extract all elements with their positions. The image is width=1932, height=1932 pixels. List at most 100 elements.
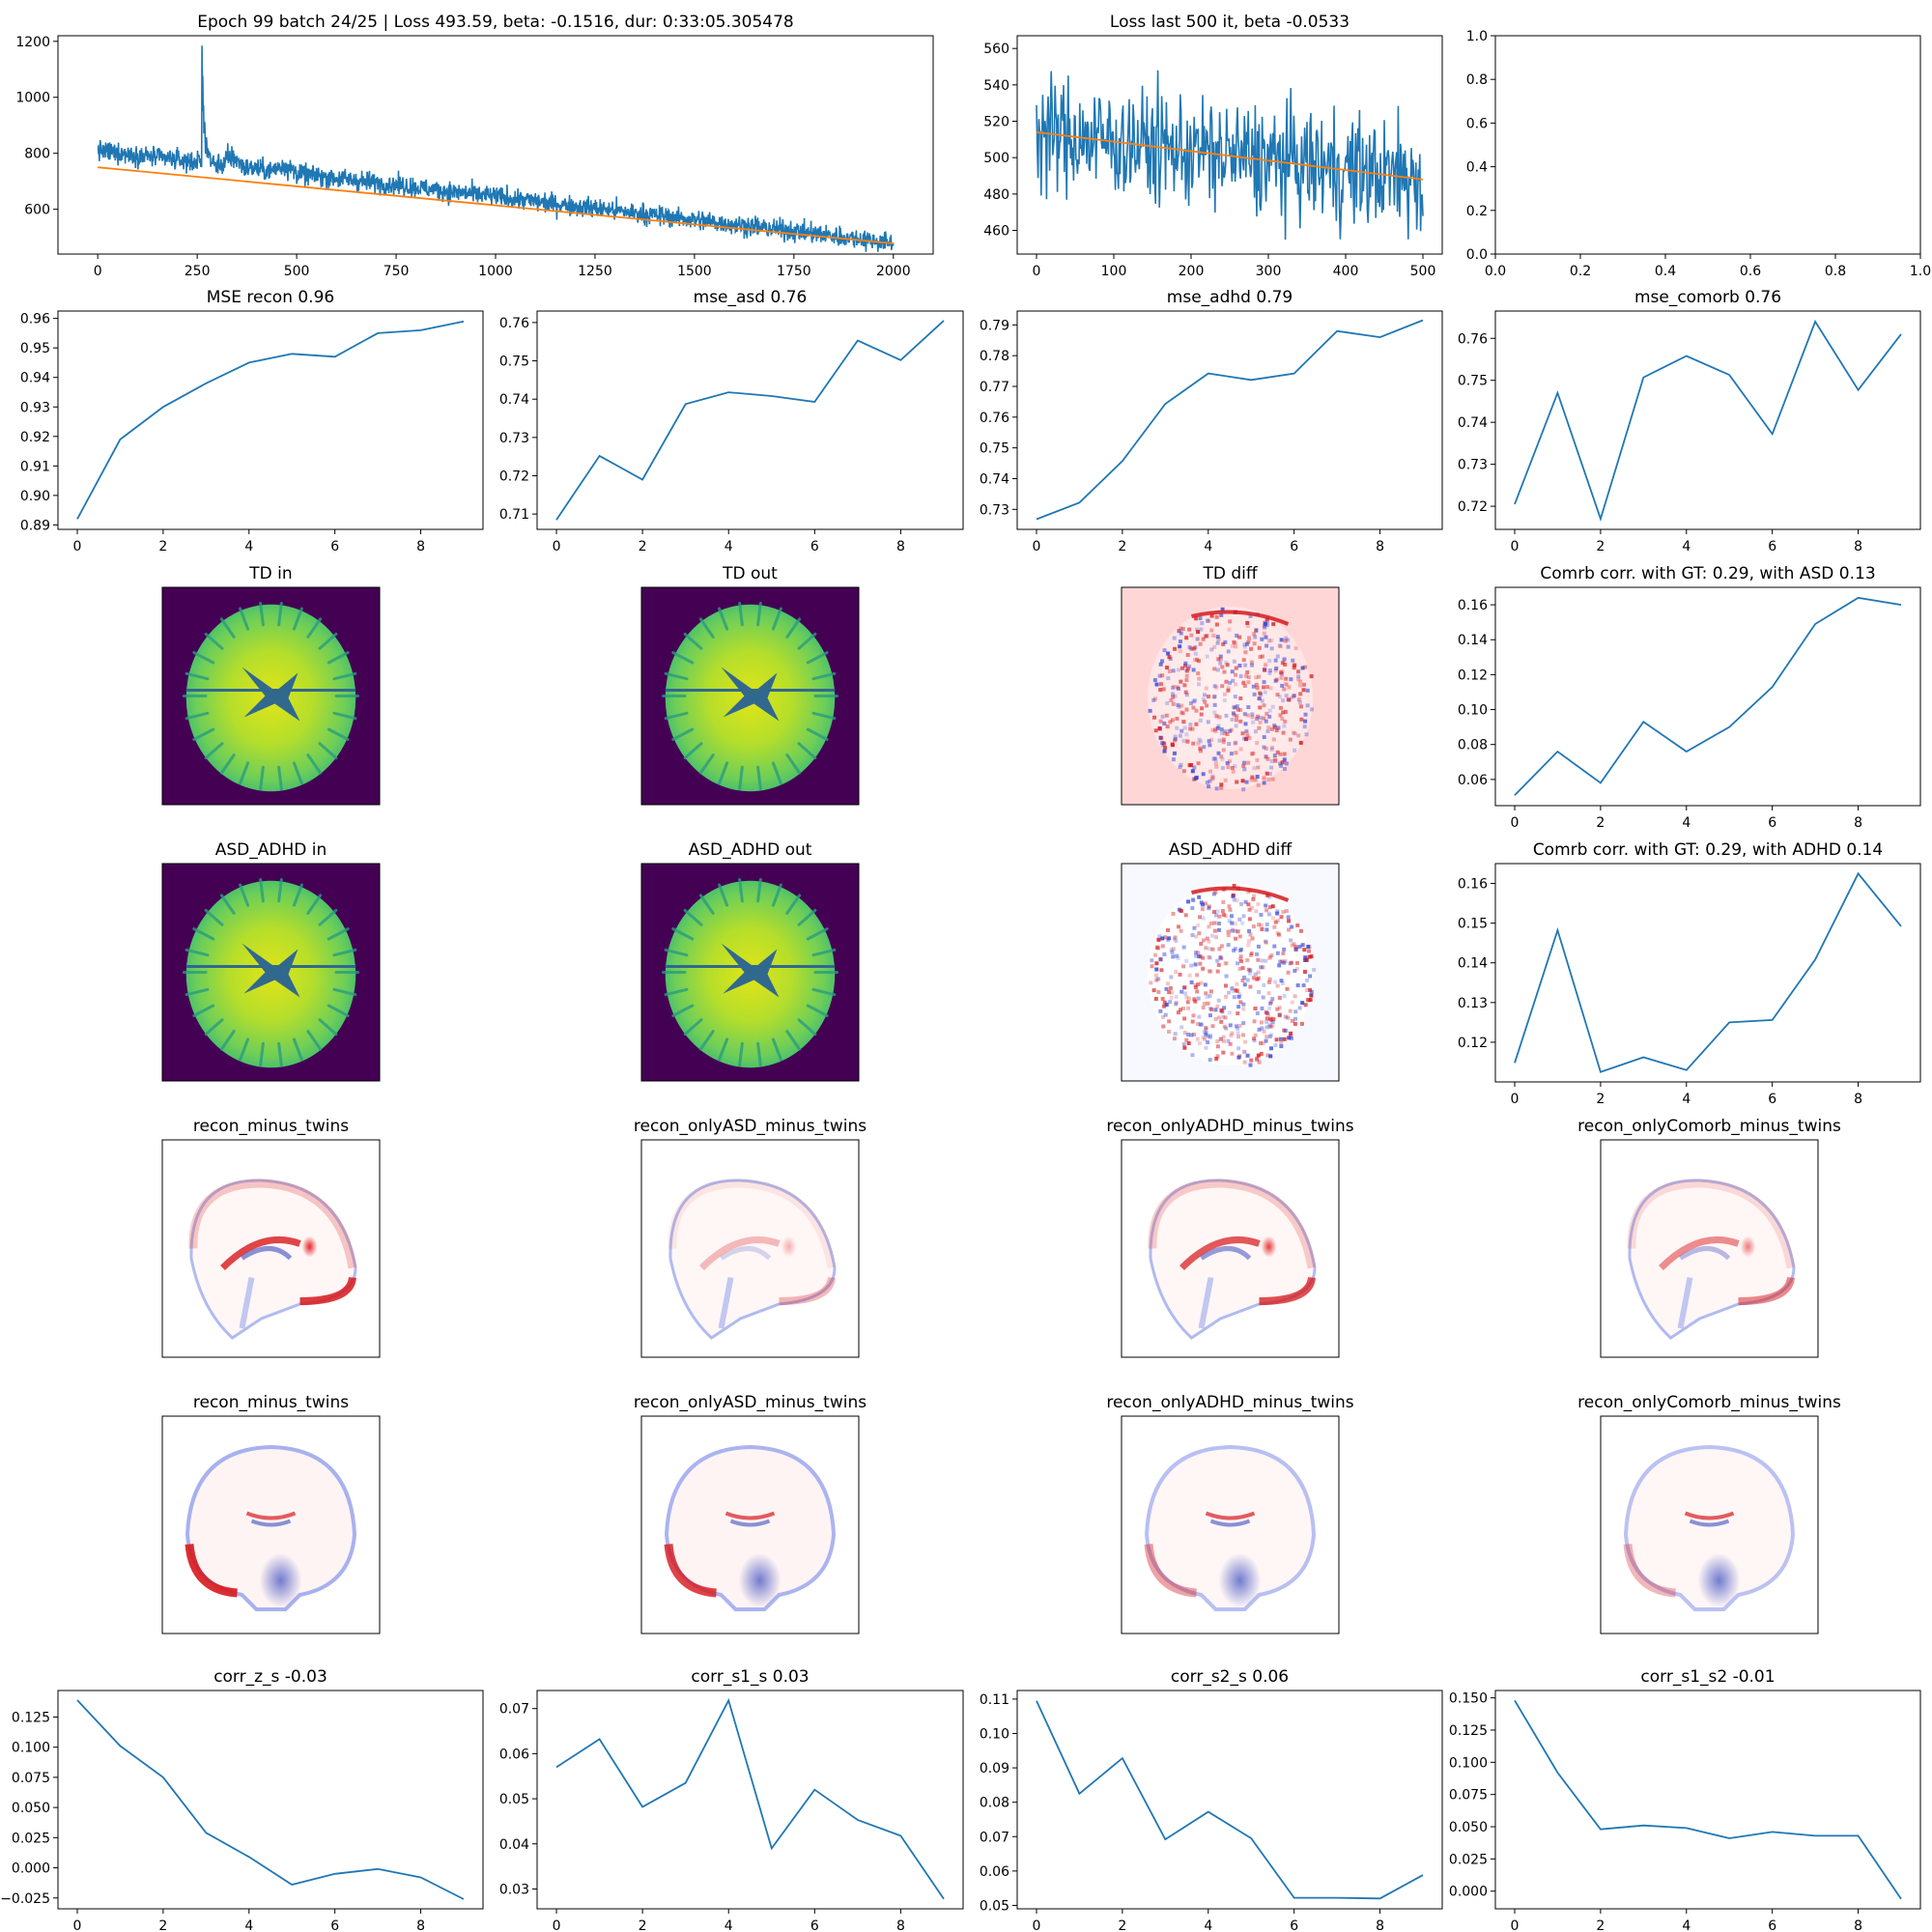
diff-voxel bbox=[1240, 966, 1245, 971]
diff-voxel bbox=[1166, 676, 1171, 681]
diff-voxel bbox=[1230, 921, 1235, 925]
diff-voxel bbox=[1197, 737, 1202, 742]
diff-voxel bbox=[1179, 631, 1183, 636]
diff-voxel bbox=[1283, 682, 1288, 687]
diff-voxel bbox=[1284, 909, 1289, 914]
diff-voxel bbox=[1232, 659, 1236, 664]
diff-voxel bbox=[1275, 983, 1280, 988]
sulcus bbox=[797, 1018, 817, 1037]
diff-voxel bbox=[1149, 980, 1153, 985]
diff-voxel bbox=[1235, 981, 1239, 986]
diff-voxel bbox=[1234, 672, 1238, 677]
diff-voxel bbox=[1246, 943, 1251, 948]
diff-voxel bbox=[1167, 655, 1172, 660]
diff-voxel bbox=[1221, 1035, 1226, 1039]
sulcus bbox=[306, 753, 323, 775]
diff-voxel bbox=[1270, 904, 1275, 909]
diff-voxel bbox=[1302, 682, 1307, 687]
ventricles bbox=[242, 943, 300, 998]
diff-voxel bbox=[1205, 703, 1209, 708]
axes-frame bbox=[57, 310, 484, 530]
diff-voxel bbox=[1270, 1019, 1275, 1024]
diff-voxel bbox=[1265, 728, 1270, 733]
x-tick-label: 1.0 bbox=[1910, 264, 1931, 279]
diff-voxel bbox=[1205, 995, 1209, 1000]
diff-voxel bbox=[1179, 908, 1183, 913]
sulcus bbox=[738, 765, 744, 791]
image-asd-adhd-in: ASD_ADHD in bbox=[161, 840, 381, 1082]
x-tick-label: 8 bbox=[416, 539, 425, 554]
sulcus bbox=[204, 742, 224, 760]
diff-voxel bbox=[1289, 1031, 1293, 1036]
diff-voxel bbox=[1165, 666, 1170, 670]
diff-voxel bbox=[1216, 724, 1221, 728]
diff-voxel bbox=[1230, 669, 1235, 674]
diff-voxel bbox=[1240, 779, 1245, 783]
sulcus bbox=[192, 1004, 215, 1017]
diff-voxel bbox=[1210, 774, 1215, 779]
diff-voxel bbox=[1199, 900, 1204, 905]
diff-voxel bbox=[1280, 716, 1285, 721]
data-series bbox=[76, 320, 465, 520]
hotspot bbox=[781, 1236, 797, 1258]
diff-voxel bbox=[1182, 1016, 1187, 1021]
diff-voxel bbox=[1239, 901, 1244, 906]
diff-voxel bbox=[1224, 961, 1229, 966]
diff-voxel bbox=[1154, 967, 1159, 972]
diff-voxel bbox=[1212, 710, 1217, 715]
diff-voxel bbox=[1227, 904, 1232, 909]
diff-voxel bbox=[1267, 955, 1272, 960]
ventricles bbox=[242, 667, 300, 722]
diff-voxel bbox=[1280, 661, 1285, 666]
diff-voxel bbox=[1256, 765, 1261, 770]
diff-voxel bbox=[1199, 627, 1204, 632]
diff-voxel bbox=[1206, 720, 1210, 724]
x-tick-label: 2 bbox=[1118, 1918, 1126, 1932]
diff-voxel bbox=[1251, 976, 1256, 980]
diff-voxel bbox=[1234, 724, 1238, 728]
diff-voxel bbox=[1252, 692, 1257, 696]
diff-voxel bbox=[1208, 769, 1213, 774]
y-tick-label: −0.025 bbox=[0, 1891, 50, 1907]
image-title: recon_minus_twins bbox=[193, 1117, 349, 1136]
diff-voxel bbox=[1193, 651, 1198, 656]
diff-voxel bbox=[1201, 955, 1206, 960]
diff-voxel bbox=[1181, 738, 1186, 743]
diff-voxel bbox=[1223, 961, 1228, 966]
sulcus bbox=[683, 1018, 703, 1037]
diff-voxel bbox=[1215, 1054, 1220, 1059]
diff-voxel bbox=[1267, 1022, 1272, 1027]
diff-voxel bbox=[1233, 695, 1237, 699]
diff-voxel bbox=[1241, 787, 1246, 792]
diff-voxel bbox=[1245, 978, 1250, 982]
sulcus bbox=[327, 927, 350, 941]
sulcus bbox=[683, 632, 703, 650]
diff-voxel bbox=[1227, 1010, 1232, 1015]
diff-voxel bbox=[1196, 1022, 1201, 1027]
diff-voxel bbox=[1193, 951, 1198, 955]
diff-voxel bbox=[1297, 700, 1302, 705]
sulcus bbox=[806, 1004, 829, 1017]
trend-line bbox=[1036, 130, 1424, 181]
diff-voxel bbox=[1297, 945, 1302, 950]
diff-voxel bbox=[1292, 694, 1296, 698]
diff-voxel bbox=[1242, 642, 1247, 647]
diff-voxel bbox=[1243, 899, 1248, 904]
diff-voxel bbox=[1183, 913, 1188, 918]
chart-title: mse_asd 0.76 bbox=[694, 288, 808, 307]
diff-voxel bbox=[1197, 676, 1202, 681]
diff-voxel bbox=[1238, 1000, 1243, 1005]
diff-voxel bbox=[1267, 659, 1272, 664]
sulcus bbox=[292, 607, 303, 631]
diff-voxel bbox=[1174, 939, 1179, 944]
diff-voxel bbox=[1184, 673, 1189, 678]
data-series bbox=[76, 1699, 465, 1900]
y-tick-label: 0.000 bbox=[1449, 1885, 1488, 1900]
diff-voxel bbox=[1220, 607, 1225, 611]
x-tick-label: 8 bbox=[416, 1918, 425, 1932]
diff-voxel bbox=[1293, 994, 1297, 999]
y-tick-label: 520 bbox=[983, 115, 1009, 130]
diff-voxel bbox=[1267, 1024, 1272, 1029]
diff-voxel bbox=[1160, 673, 1165, 678]
diff-voxel bbox=[1267, 1035, 1272, 1039]
